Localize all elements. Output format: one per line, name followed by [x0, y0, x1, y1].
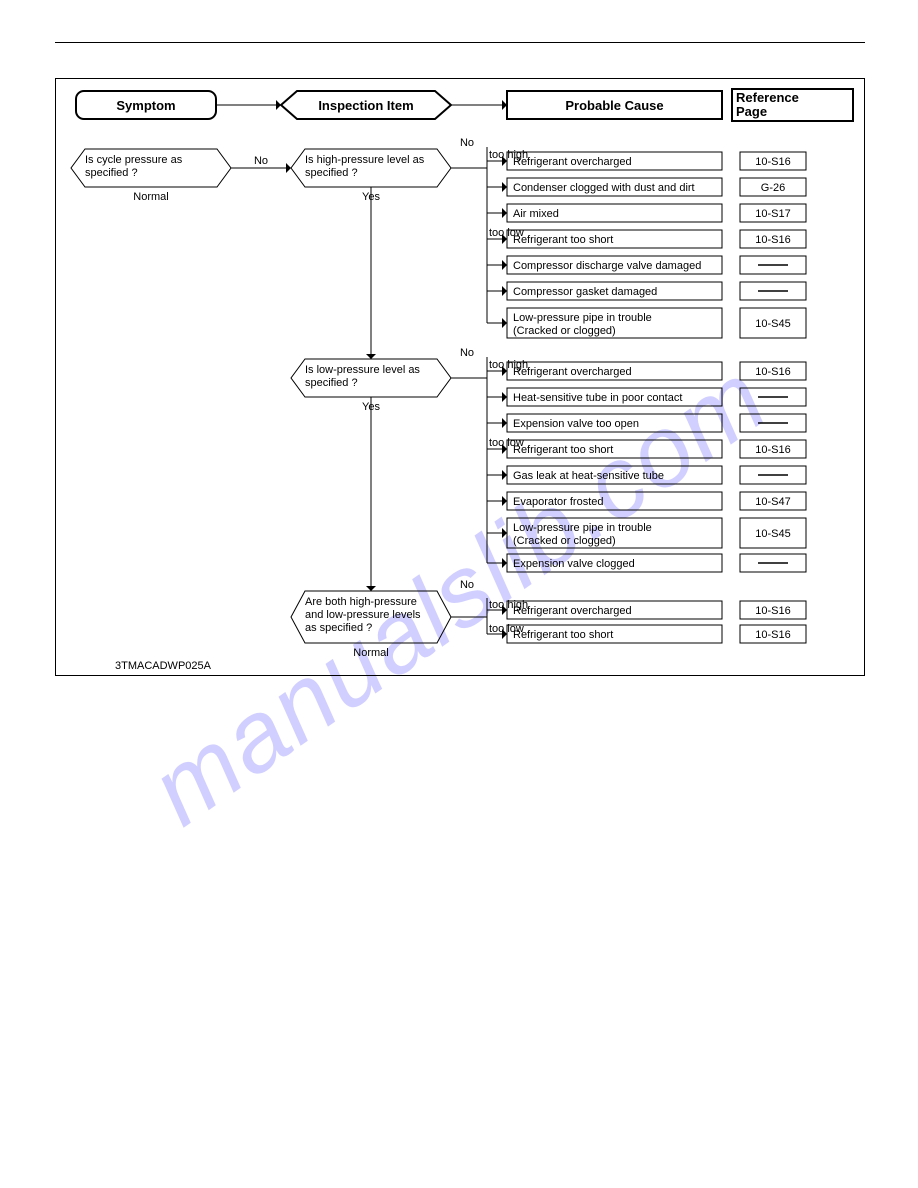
svg-text:10-S16: 10-S16 [755, 444, 790, 456]
svg-text:too low: too low [489, 437, 524, 449]
svg-text:Refrigerant overcharged: Refrigerant overcharged [513, 366, 632, 378]
top-rule [55, 42, 865, 43]
svg-text:Compressor discharge valve dam: Compressor discharge valve damaged [513, 260, 701, 272]
svg-text:Refrigerant too short: Refrigerant too short [513, 234, 613, 246]
svg-text:10-S45: 10-S45 [755, 528, 790, 540]
diagram-frame: Symptom Inspection Item Probable Cause Refe… [55, 78, 865, 676]
svg-text:as specified ?: as specified ? [305, 622, 372, 634]
svg-text:10-S17: 10-S17 [755, 208, 790, 220]
svg-text:too low: too low [489, 227, 524, 239]
svg-text:G-26: G-26 [761, 182, 785, 194]
svg-text:10-S16: 10-S16 [755, 156, 790, 168]
svg-text:No: No [460, 579, 474, 591]
svg-text:Low-pressure pipe in trouble: Low-pressure pipe in trouble [513, 312, 652, 324]
svg-text:too high: too high [489, 599, 528, 611]
svg-text:Normal: Normal [353, 647, 388, 659]
svg-text:(Cracked or clogged): (Cracked or clogged) [513, 535, 616, 547]
svg-text:Refrigerant overcharged: Refrigerant overcharged [513, 156, 632, 168]
svg-text:Expension valve too open: Expension valve too open [513, 418, 639, 430]
svg-text:too high: too high [489, 359, 528, 371]
svg-text:specified ?: specified ? [85, 167, 138, 179]
svg-text:Evaporator frosted: Evaporator frosted [513, 496, 604, 508]
svg-text:No: No [460, 137, 474, 149]
svg-text:and low-pressure levels: and low-pressure levels [305, 609, 421, 621]
svg-text:Is low-pressure level as: Is low-pressure level as [305, 364, 420, 376]
svg-text:No: No [460, 347, 474, 359]
svg-text:10-S45: 10-S45 [755, 318, 790, 330]
svg-text:Condenser clogged with dust an: Condenser clogged with dust and dirt [513, 182, 695, 194]
svg-text:Is cycle pressure as: Is cycle pressure as [85, 154, 183, 166]
svg-text:Low-pressure pipe in trouble: Low-pressure pipe in trouble [513, 522, 652, 534]
svg-text:Expension valve clogged: Expension valve clogged [513, 558, 635, 570]
svg-text:too high: too high [489, 149, 528, 161]
svg-text:10-S16: 10-S16 [755, 605, 790, 617]
svg-text:Refrigerant overcharged: Refrigerant overcharged [513, 605, 632, 617]
flowchart-svg: Symptom Inspection Item Probable Cause Refe… [56, 79, 864, 675]
svg-text:10-S16: 10-S16 [755, 234, 790, 246]
svg-text:10-S47: 10-S47 [755, 496, 790, 508]
svg-text:Is high-pressure level as: Is high-pressure level as [305, 154, 425, 166]
svg-text:Symptom: Symptom [116, 98, 175, 113]
svg-text:specified ?: specified ? [305, 377, 358, 389]
svg-text:Page: Page [736, 104, 767, 119]
svg-text:Refrigerant too short: Refrigerant too short [513, 629, 613, 641]
svg-text:10-S16: 10-S16 [755, 366, 790, 378]
svg-text:Are both high-pressure: Are both high-pressure [305, 596, 417, 608]
svg-text:Air mixed: Air mixed [513, 208, 559, 220]
svg-text:10-S16: 10-S16 [755, 629, 790, 641]
svg-text:Heat-sensitive tube in poor co: Heat-sensitive tube in poor contact [513, 392, 682, 404]
svg-text:Compressor gasket damaged: Compressor gasket damaged [513, 286, 657, 298]
svg-text:specified ?: specified ? [305, 167, 358, 179]
svg-text:Refrigerant too short: Refrigerant too short [513, 444, 613, 456]
svg-text:Probable Cause: Probable Cause [565, 98, 663, 113]
svg-text:Gas leak at heat-sensitive tub: Gas leak at heat-sensitive tube [513, 470, 664, 482]
svg-text:(Cracked or clogged): (Cracked or clogged) [513, 325, 616, 337]
svg-text:Inspection Item: Inspection Item [318, 98, 413, 113]
diagram-code: 3TMACADWP025A [115, 660, 211, 672]
page: manualslib.com SymptomInspection ItemPro… [0, 0, 918, 1188]
svg-text:too low: too low [489, 623, 524, 635]
svg-text:No: No [254, 155, 268, 167]
svg-text:Normal: Normal [133, 191, 168, 203]
svg-text:Reference: Reference [736, 90, 799, 105]
